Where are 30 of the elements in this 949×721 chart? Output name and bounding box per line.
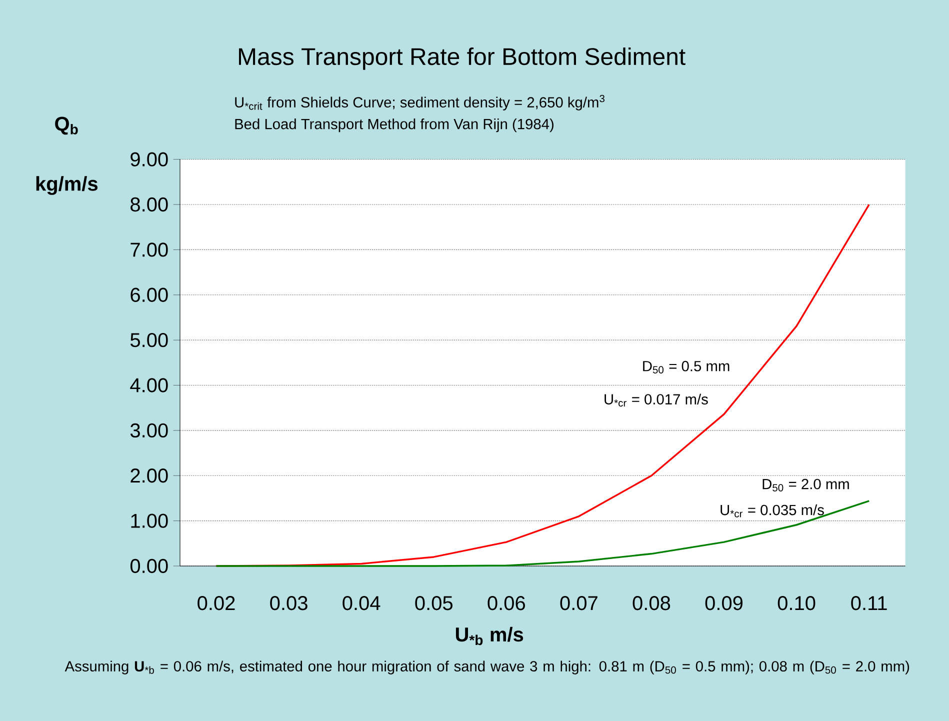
series-label: D$_{50}$ = 2.0 mm <box>762 478 849 492</box>
y-tick-label: 8.00 <box>130 197 168 212</box>
x-axis-title: U$_{*b}$ m/s <box>456 626 524 646</box>
y-tick-label: 6.00 <box>130 288 168 302</box>
x-tick-label: 0.02 <box>198 596 235 610</box>
x-tick-label: 0.09 <box>705 596 743 610</box>
y-tick-label: 2.00 <box>130 468 168 483</box>
y-tick-label: 3.00 <box>130 423 168 438</box>
series-label: D$_{50}$ = 0.5 mm <box>643 360 730 374</box>
annotation: U$_{*cr}$ = 0.035 m/s <box>720 504 824 518</box>
x-tick-label: 0.05 <box>415 596 452 610</box>
chart-title: Mass Transport Rate for Bottom Sediment <box>238 47 686 70</box>
chart-subtitle: U$_{*crit}$ from Shields Curve; sediment density = 2,650 kg/m$^{3}$ <box>235 94 604 110</box>
y-tick-label: 0.00 <box>130 558 168 574</box>
y-tick-label: 4.00 <box>130 378 168 392</box>
y-tick-label: 1.00 <box>131 514 168 528</box>
x-tick-label: 0.08 <box>632 596 670 610</box>
text: Assuming U$_{*b}$ = 0.06 m/s, estimated one hour migration of sand wave 3 m high: 0.81 m (D$_{50}$ = 0.5 mm); 0.08 m (D$_{50}$ = 2.0 mm) <box>64 660 910 674</box>
x-tick-label: 0.10 <box>778 596 816 610</box>
text: Q$_{b}$ kg/m/s <box>36 116 98 195</box>
x-tick-label: 0.06 <box>488 596 525 610</box>
y-tick-label: 7.00 <box>130 242 168 257</box>
x-tick-label: 0.03 <box>270 596 308 610</box>
x-tick-label: 0.11 <box>851 596 887 610</box>
y-tick-label: 5.00 <box>130 332 168 348</box>
y-tick-label: 9.00 <box>130 152 168 166</box>
annotation: U$_{*cr}$ = 0.017 m/s <box>604 394 708 407</box>
text: Bed Load Transport Method from Van Rijn (1984) <box>235 118 554 132</box>
x-tick-label: 0.04 <box>342 596 380 610</box>
x-tick-label: 0.07 <box>560 596 598 610</box>
